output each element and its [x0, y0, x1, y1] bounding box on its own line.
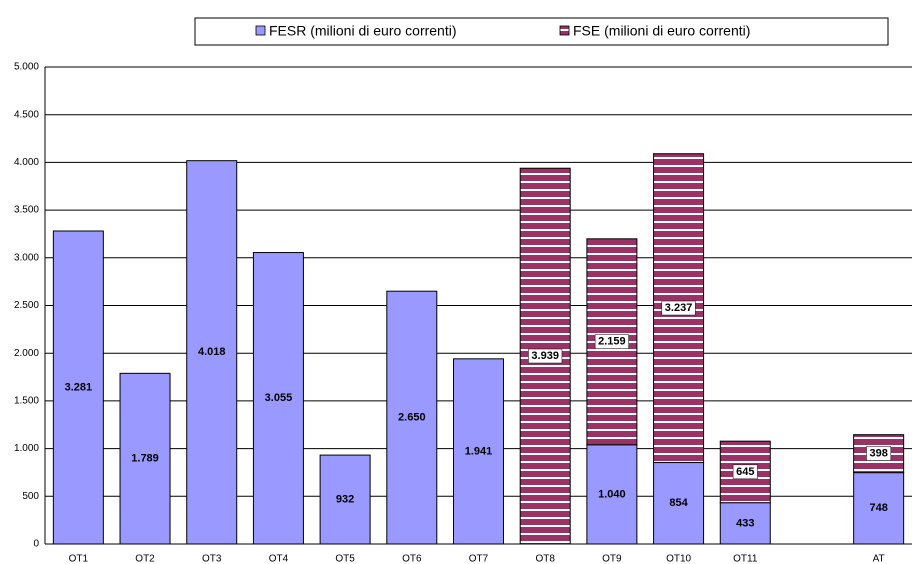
data-label: 3.237	[665, 302, 693, 314]
x-tick-label: AT	[873, 554, 885, 564]
x-tick-label: OT5	[335, 554, 355, 564]
data-label: 1.789	[131, 453, 159, 465]
data-label: 2.650	[398, 412, 426, 424]
y-tick-label: 1.500	[14, 396, 39, 407]
data-label-box	[528, 348, 563, 364]
data-label: 3.939	[531, 350, 559, 362]
x-tick-label: OT7	[469, 554, 489, 564]
data-label: 854	[669, 497, 688, 509]
x-tick-label: OT10	[666, 554, 691, 564]
data-label-box	[661, 300, 696, 316]
data-label: 2.159	[598, 336, 626, 348]
data-label: 433	[736, 517, 754, 529]
y-tick-label: 4.000	[14, 157, 39, 168]
legend-label: FESR (milioni di euro correnti)	[269, 23, 457, 39]
x-tick-label: OT9	[602, 554, 622, 564]
bar-segment	[719, 502, 771, 545]
data-label: 4.018	[198, 346, 226, 358]
data-label: 398	[869, 448, 887, 460]
x-tick-label: OT4	[269, 554, 289, 564]
y-tick-label: 5.000	[14, 62, 39, 73]
bar-segment	[453, 358, 504, 545]
x-tick-label: OT2	[135, 554, 155, 564]
bar-segment	[319, 454, 371, 545]
x-tick-label: OT8	[535, 554, 555, 564]
x-tick-label: OT11	[733, 554, 758, 564]
data-label: 645	[736, 466, 754, 478]
y-tick-label: 1.000	[14, 443, 39, 454]
data-label: 1.040	[598, 488, 626, 500]
bar-segment	[386, 290, 438, 545]
bar-segment	[52, 230, 104, 545]
data-label-box	[732, 464, 758, 480]
bar-segment	[719, 440, 771, 504]
data-label: 1.941	[465, 445, 493, 457]
legend-box	[194, 17, 889, 46]
x-tick-label: OT3	[202, 554, 222, 564]
data-label-box	[594, 334, 629, 349]
legend-label: FSE (milioni di euro correnti)	[573, 23, 750, 39]
y-tick-label: 500	[22, 491, 39, 502]
data-label: 3.281	[65, 381, 93, 393]
legend-swatch	[559, 25, 570, 36]
y-tick-label: 2.500	[14, 300, 39, 311]
y-tick-label: 3.000	[14, 252, 39, 263]
bar-segment	[186, 160, 238, 545]
bar-segment	[586, 444, 638, 545]
y-tick-label: 3.500	[14, 205, 39, 216]
data-label-box	[866, 446, 892, 461]
bar-segment	[653, 462, 705, 545]
legend-swatch	[255, 25, 266, 36]
data-label: 3.055	[265, 392, 293, 404]
y-tick-label: 4.500	[14, 109, 39, 120]
y-tick-label: 0	[33, 539, 39, 550]
bar-segment	[119, 372, 171, 545]
bar-segment	[853, 472, 905, 545]
y-tick-label: 2.000	[14, 348, 39, 359]
data-label: 748	[869, 502, 887, 514]
bar-segment	[252, 252, 304, 545]
x-tick-label: OT6	[402, 554, 422, 564]
data-label: 932	[336, 493, 354, 505]
x-tick-label: OT1	[69, 554, 89, 564]
